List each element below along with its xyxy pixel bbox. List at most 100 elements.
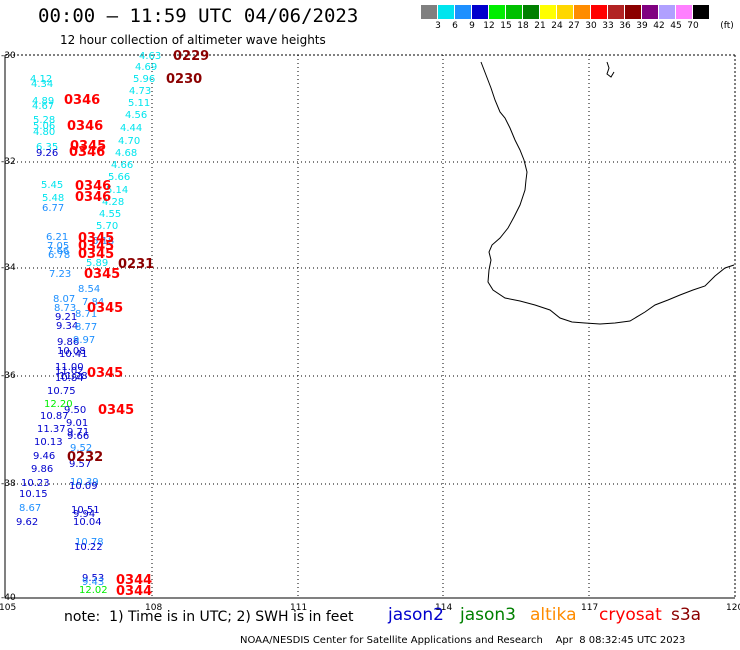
wave-height-value: 5.96 bbox=[133, 74, 156, 85]
pass-time-label: 0346 bbox=[75, 179, 112, 194]
scale-label: 12 bbox=[483, 21, 495, 31]
wave-height-value: 8.67 bbox=[19, 503, 42, 514]
wave-height-value: 10.08 bbox=[57, 346, 86, 357]
pass-time-label: 0345 bbox=[87, 301, 124, 316]
pass-time-label: 0230 bbox=[166, 72, 203, 87]
wave-height-value: 5.70 bbox=[96, 221, 119, 232]
legend-s3a: s3a bbox=[671, 605, 702, 625]
pass-time-label: 0345 bbox=[78, 247, 115, 262]
wave-height-value: 6.78 bbox=[48, 250, 71, 261]
lat-label: -36 bbox=[1, 371, 16, 381]
pass-time-label: 0345 bbox=[98, 403, 135, 418]
wave-height-value: 10.04 bbox=[73, 517, 102, 528]
legend-altika: altika bbox=[530, 605, 577, 625]
color-swatch bbox=[557, 5, 574, 19]
wave-height-value: 8.54 bbox=[78, 284, 101, 295]
color-swatch bbox=[421, 5, 438, 19]
legend-jason2: jason2 bbox=[388, 605, 444, 625]
color-swatch bbox=[438, 5, 455, 19]
wave-height-value: 9.01 bbox=[66, 418, 89, 429]
wave-height-value: 9.86 bbox=[31, 464, 54, 475]
wave-height-value: 4.70 bbox=[118, 136, 141, 147]
wave-height-value: 11.02 bbox=[55, 366, 84, 377]
lon-label: 114 bbox=[435, 603, 453, 613]
wave-height-value: 4.12 bbox=[30, 74, 53, 85]
color-swatch bbox=[472, 5, 489, 19]
wave-height-value: 4.63 bbox=[139, 51, 162, 62]
wave-height-value: 10.09 bbox=[69, 481, 98, 492]
wave-height-value: 7.66 bbox=[47, 246, 70, 257]
wave-height-value: 10.78 bbox=[75, 537, 104, 548]
wave-height-value: 5.28 bbox=[33, 115, 56, 126]
wave-height-value: 9.66 bbox=[67, 431, 90, 442]
wave-height-value: 11.00 bbox=[55, 362, 84, 373]
wave-height-value: 6.18 bbox=[92, 236, 115, 247]
credit-line: NOAA/NESDIS Center for Satellite Applica… bbox=[240, 635, 686, 646]
color-swatch bbox=[455, 5, 472, 19]
wave-height-value: 4.56 bbox=[125, 110, 148, 121]
wave-height-value: 5.14 bbox=[106, 185, 129, 196]
wave-height-value: 5.06 bbox=[33, 121, 56, 132]
scale-unit: (ft) bbox=[720, 21, 734, 31]
color-swatch bbox=[659, 5, 676, 19]
wave-height-value: 10.75 bbox=[47, 386, 76, 397]
scale-label: 70 bbox=[687, 21, 699, 31]
scale-label: 42 bbox=[653, 21, 665, 31]
color-scale-labels: 3 6 9 12 15 18 21 24 27 30 33 36 39 42 45 70 (ft) bbox=[421, 21, 740, 33]
lat-label: -32 bbox=[1, 157, 16, 167]
grid-lines bbox=[5, 55, 735, 598]
scale-label: 21 bbox=[534, 21, 546, 31]
footer-note: note: 1) Time is in UTC; 2) SWH is in fe… bbox=[64, 609, 354, 625]
color-swatch bbox=[591, 5, 608, 19]
lon-label: 111 bbox=[290, 603, 308, 613]
wave-height-value: 4.44 bbox=[120, 123, 143, 134]
wave-height-value: 5.66 bbox=[108, 172, 131, 183]
wave-height-value: 9.86 bbox=[57, 337, 80, 348]
wave-height-value: 8.71 bbox=[75, 309, 98, 320]
wave-height-value: 9.94 bbox=[73, 509, 96, 520]
pass-time-label: 0345 bbox=[70, 139, 107, 154]
wave-height-value: 8.07 bbox=[53, 294, 76, 305]
lat-label: -34 bbox=[1, 263, 16, 273]
pass-time-label: 0344 bbox=[116, 573, 153, 588]
wave-height-value: 6.77 bbox=[42, 203, 65, 214]
wave-height-value: 5.48 bbox=[42, 193, 65, 204]
wave-height-value: 9.57 bbox=[69, 459, 92, 470]
lat-label: -30 bbox=[1, 51, 16, 61]
lat-label: -38 bbox=[1, 479, 16, 489]
wave-height-value: 9.50 bbox=[64, 405, 87, 416]
wave-height-value: 12.20 bbox=[44, 399, 73, 410]
coastline bbox=[480, 61, 735, 325]
wave-height-value: 9.34 bbox=[56, 321, 79, 332]
color-swatch bbox=[506, 5, 523, 19]
scale-label: 45 bbox=[670, 21, 682, 31]
wave-height-value: 10.87 bbox=[40, 411, 69, 422]
wave-height-value: 5.45 bbox=[41, 180, 64, 191]
wave-height-value: 9.52 bbox=[70, 443, 93, 454]
wave-height-value: 11.37 bbox=[37, 424, 66, 435]
wave-height-value: 10.51 bbox=[71, 505, 100, 516]
wave-height-value: 4.66 bbox=[111, 160, 134, 171]
wave-height-value: 4.89 bbox=[32, 96, 55, 107]
wave-height-value: 9.53 bbox=[82, 573, 105, 584]
wave-height-value: 4.80 bbox=[33, 127, 56, 138]
wave-height-value: 9.97 bbox=[73, 335, 96, 346]
wave-height-value: 4.68 bbox=[115, 148, 138, 159]
wave-height-value: 7.05 bbox=[47, 241, 70, 252]
color-swatch bbox=[574, 5, 591, 19]
lon-label: 105 bbox=[0, 603, 17, 613]
wave-height-value: 5.11 bbox=[128, 98, 151, 109]
wave-height-value: 4.28 bbox=[102, 197, 125, 208]
pass-time-label: 0346 bbox=[64, 93, 101, 108]
scale-label: 9 bbox=[469, 21, 475, 31]
scale-label: 15 bbox=[500, 21, 512, 31]
wave-height-value: 10.41 bbox=[59, 349, 88, 360]
color-swatch bbox=[693, 5, 710, 19]
wave-height-value: 9.62 bbox=[16, 517, 39, 528]
pass-time-label: 0345 bbox=[78, 239, 115, 254]
pass-time-label: 0232 bbox=[67, 450, 104, 465]
wave-height-value: 7.84 bbox=[82, 297, 105, 308]
wave-height-value: 10.13 bbox=[34, 437, 63, 448]
legend-cryosat: cryosat bbox=[599, 605, 662, 625]
